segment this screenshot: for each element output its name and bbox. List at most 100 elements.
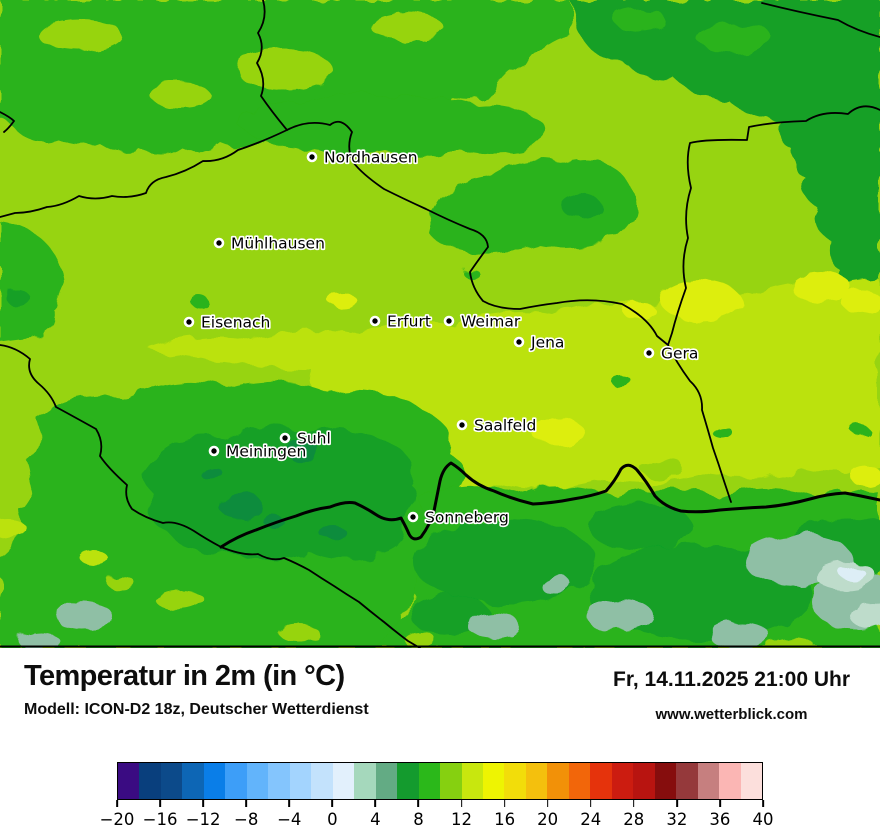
legend-color-segment: [354, 763, 376, 799]
city-marker-meiningen: Meiningen: [208, 441, 308, 462]
legend-tick: [460, 800, 463, 807]
border-hesse: [0, 344, 222, 548]
legend-color-segment: [311, 763, 333, 799]
legend-color-segment: [568, 763, 591, 799]
legend-tick-label: 36: [709, 810, 731, 829]
legend-color-segment: [482, 763, 505, 799]
legend-tick-label: 8: [413, 810, 424, 829]
legend-tick: [503, 800, 506, 807]
legend-color-segment: [633, 763, 655, 799]
legend-tick: [589, 800, 592, 807]
legend-color-segment: [547, 763, 569, 799]
legend-color-segment: [289, 763, 312, 799]
legend-tick-label: 20: [537, 810, 559, 829]
legend-color-segment: [203, 763, 226, 799]
city-marker-weimar: Weimar: [443, 311, 522, 332]
city-dot: [208, 445, 220, 457]
state-borders: [0, 0, 880, 648]
page-title: Temperatur in 2m (in °C): [24, 660, 345, 692]
city-label-text: Weimar: [461, 313, 521, 331]
legend-tick-label: 40: [752, 810, 774, 829]
legend-color-segment: [590, 763, 612, 799]
temperature-field: [0, 0, 880, 648]
legend-color-segment: [160, 763, 183, 799]
city-dot: [369, 315, 381, 327]
city-marker-eisenach: Eisenach: [183, 312, 272, 333]
map-canvas: Nordhausen Mühlhausen Eisenach Erfurt Weimar…: [0, 0, 880, 648]
website-text: www.wetterblick.com: [655, 706, 808, 723]
legend-tick: [374, 800, 377, 807]
legend-color-segment: [719, 763, 741, 799]
legend-color-segment: [504, 763, 526, 799]
legend-tick-label: −12: [185, 810, 221, 829]
legend-tick: [159, 800, 161, 807]
legend-color-segment: [332, 763, 355, 799]
legend-color-segment: [139, 763, 161, 799]
legend-tick-label: 16: [494, 810, 516, 829]
legend-color-segment: [118, 763, 140, 799]
city-label-text: Eisenach: [201, 314, 270, 332]
city-dot: [407, 511, 419, 523]
city-marker-gera: Gera: [643, 343, 700, 364]
legend-tick-label: −16: [142, 810, 178, 829]
city-dot: [213, 237, 225, 249]
city-dot: [456, 419, 468, 431]
legend-tick-label: 32: [666, 810, 688, 829]
model-info: Modell: ICON-D2 18z, Deutscher Wetterdie…: [24, 700, 369, 718]
legend-tick: [331, 800, 334, 807]
border-west-small: [0, 111, 15, 133]
border-hesse-bavaria: [220, 546, 421, 648]
temperature-map: Nordhausen Mühlhausen Eisenach Erfurt Weimar…: [0, 0, 880, 648]
forecast-datetime: Fr, 14.11.2025 21:00 Uhr: [613, 668, 850, 691]
city-label-text: Meiningen: [226, 443, 306, 461]
city-marker-jena: Jena: [513, 332, 566, 353]
legend-tick-label: −4: [277, 810, 302, 829]
legend-tick-label: 28: [623, 810, 645, 829]
city-dot: [513, 336, 525, 348]
city-label-text: Suhl: [297, 430, 331, 448]
legend-tick: [417, 800, 420, 807]
caption-block: Temperatur in 2m (in °C) Modell: ICON-D2…: [0, 648, 880, 723]
city-label-text: Saalfeld: [474, 417, 536, 435]
border-northwest: [0, 129, 288, 218]
city-dot: [279, 432, 291, 444]
legend-tick: [676, 800, 678, 807]
border-northeast: [761, 2, 880, 38]
city-labels: Nordhausen Mühlhausen Eisenach Erfurt Weimar…: [183, 147, 700, 528]
city-label-text: Gera: [661, 345, 698, 363]
legend-tick: [202, 800, 204, 807]
legend-tick: [245, 800, 248, 807]
map-bottom-edge: [0, 645, 880, 648]
legend-tick: [288, 800, 291, 807]
legend-color-segment: [461, 763, 483, 799]
legend-color-segment: [440, 763, 462, 799]
city-dot: [643, 347, 655, 359]
city-label-text: Sonneberg: [425, 509, 509, 527]
legend-color-segment: [268, 763, 290, 799]
legend-color-segment: [397, 763, 419, 799]
legend-tick: [762, 800, 764, 807]
city-dot: [183, 316, 195, 328]
city-label-text: Erfurt: [387, 313, 431, 331]
legend-color-segment: [611, 763, 634, 799]
city-marker-saalfeld: Saalfeld: [456, 415, 538, 436]
legend-color-segment: [246, 763, 269, 799]
city-label-text: Mühlhausen: [231, 235, 325, 253]
legend-colorbar: [117, 762, 763, 800]
border-kyffhaeuser: [286, 120, 669, 346]
city-marker-suhl: Suhl: [279, 428, 332, 449]
legend-color-segment: [740, 763, 763, 799]
border-north: [256, 0, 288, 131]
city-label-text: Nordhausen: [324, 149, 418, 167]
legend-color-segment: [418, 763, 441, 799]
legend-tick-label: −8: [234, 810, 259, 829]
city-marker-sonneberg: Sonneberg: [407, 507, 510, 528]
temperature-legend: −20 −16 −12 −8 −4 0 4 8 12 16 20 24 28 32 36 40: [0, 723, 880, 830]
legend-color-segment: [375, 763, 398, 799]
legend-tick: [546, 800, 549, 807]
legend-color-segment: [676, 763, 698, 799]
legend-tick-label: 24: [580, 810, 602, 829]
legend-color-segment: [697, 763, 720, 799]
city-label-text: Jena: [530, 334, 564, 352]
